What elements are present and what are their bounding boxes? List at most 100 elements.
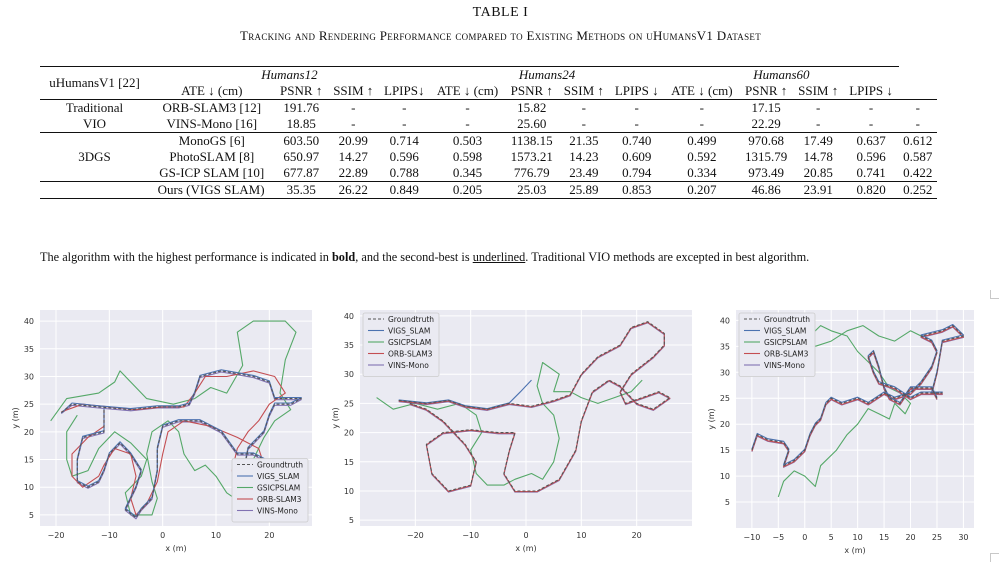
y-tick-label: 20 <box>344 429 354 438</box>
x-tick-label: 20 <box>632 531 642 540</box>
legend-label: VIGS_SLAM <box>257 472 299 481</box>
legend: Groundtruth VIGS_SLAM GSICPSLAM ORB-SLAM3 VI… <box>738 312 816 377</box>
value-cell: 23.49 <box>569 165 599 180</box>
value-cell: - <box>915 116 920 131</box>
plot-svg: −20 −10 0 10 20 5 10 15 20 25 30 35 40 x (m) y (m) Grou… <box>331 310 692 553</box>
x-axis-label: x (m) <box>165 544 186 553</box>
y-tick-label: 25 <box>720 394 730 403</box>
x-tick-label: 10 <box>576 531 586 540</box>
trajectory-gsicpslam <box>376 361 643 486</box>
crop-mark <box>990 553 999 562</box>
y-tick-label: 20 <box>24 428 34 437</box>
x-axis-label: x (m) <box>844 546 865 555</box>
y-tick-label: 40 <box>24 317 34 326</box>
value-cell: - <box>327 99 379 116</box>
x-tick-label: −5 <box>772 533 784 542</box>
value-cell: 14.78 <box>803 149 833 164</box>
y-tick-label: 5 <box>349 516 354 525</box>
value-cell: 17.49 <box>792 132 844 149</box>
category-label: Traditional <box>65 100 124 115</box>
footnote-text: The algorithm with the highest performan… <box>40 250 332 264</box>
value-cell: 0.252 <box>898 181 937 199</box>
value-cell: 0.499 <box>664 132 740 149</box>
y-tick-label: 10 <box>24 483 34 492</box>
method-cell: PhotoSLAM [8] <box>169 149 255 164</box>
trajectory-plot-humans60: −10 −5 0 5 10 15 20 25 30 5 10 15 20 25 30 35 40 x (m) y (… <box>702 300 982 562</box>
value-cell: 0.609 <box>622 149 652 164</box>
trajectory-groundtruth <box>751 325 964 467</box>
legend-label: VINS-Mono <box>257 507 298 516</box>
y-tick-label: 15 <box>24 456 34 465</box>
value-cell: - <box>378 99 430 116</box>
x-axis-label: x (m) <box>515 544 536 553</box>
legend-label: Groundtruth <box>764 315 810 324</box>
value-cell: - <box>609 99 665 116</box>
trajectory-group <box>376 321 671 493</box>
x-tick-label: −10 <box>743 533 760 542</box>
table-row: PhotoSLAM [8] 650.97 14.27 0.596 0.598 1573.2… <box>40 149 937 165</box>
x-tick-label: −10 <box>462 531 479 540</box>
y-tick-label: 30 <box>720 368 730 377</box>
value-cell: 0.714 <box>378 132 430 149</box>
value-cell: 650.97 <box>283 149 320 164</box>
legend-label: GSICPSLAM <box>388 338 431 347</box>
value-cell: 0.740 <box>609 132 665 149</box>
metric-header: SSIM ↑ <box>563 83 604 98</box>
metric-header: LPIPS ↓ <box>614 83 659 98</box>
value-cell: 191.76 <box>274 99 328 116</box>
metric-header: PSNR ↑ <box>280 83 323 98</box>
legend-label: VINS-Mono <box>388 361 429 370</box>
value-cell: - <box>898 99 937 116</box>
legend-box <box>362 312 440 377</box>
table-row: VINS-Mono [16] 18.85 - - - 25.60 - - - 22.29 - - - <box>40 116 937 133</box>
metric-header: LPIPS↓ <box>384 83 425 98</box>
metric-header: ATE ↓ (cm) <box>671 83 733 98</box>
value-cell: 0.334 <box>687 165 717 180</box>
value-cell: 15.82 <box>505 99 559 116</box>
x-tick-label: 10 <box>211 531 221 540</box>
trajectory-orb-slam3 <box>61 370 286 516</box>
legend-label: VIGS_SLAM <box>388 327 430 336</box>
value-cell: 23.91 <box>792 181 844 199</box>
value-cell: 973.49 <box>748 165 785 180</box>
value-cell: 26.22 <box>327 181 379 199</box>
group-header-humans24: Humans24 <box>429 66 665 83</box>
x-tick-label: 0 <box>523 531 528 540</box>
value-cell: - <box>465 116 470 131</box>
value-cell: 0.205 <box>429 181 506 199</box>
trajectory-gsicpslam <box>777 325 922 498</box>
value-cell: 22.29 <box>751 116 781 131</box>
table-caption: Tracking and Rendering Performance compa… <box>239 28 761 43</box>
value-cell: 17.15 <box>739 99 793 116</box>
plot-svg: −10 −5 0 5 10 15 20 25 30 5 10 15 20 25 30 35 40 x (m) y (… <box>707 310 974 555</box>
metric-header: ATE ↓ (cm) <box>181 83 243 98</box>
y-tick-label: 35 <box>720 342 730 351</box>
x-tick-label: −20 <box>407 531 424 540</box>
legend-label: ORB-SLAM3 <box>257 495 302 504</box>
value-cell: 21.35 <box>558 132 610 149</box>
table-body: Traditional VIO ORB-SLAM3 [12] 191.76- - -15.… <box>40 99 937 182</box>
value-cell: 14.23 <box>569 149 599 164</box>
x-tick-label: 0 <box>160 531 165 540</box>
table-corner-label: uHumansV1 [22] <box>40 66 150 100</box>
method-cell: Ours (VIGS SLAM) <box>40 181 275 199</box>
trajectory-groundtruth <box>398 321 671 492</box>
value-cell: - <box>558 99 610 116</box>
value-cell: 0.596 <box>389 149 419 164</box>
value-cell: 603.50 <box>274 132 328 149</box>
y-tick-label: 40 <box>720 316 730 325</box>
value-cell: 25.60 <box>517 116 547 131</box>
value-cell: 0.741 <box>856 165 886 180</box>
y-tick-label: 10 <box>720 472 730 481</box>
table-row: GS-ICP SLAM [10] 677.87 22.89 0.788 0.345 776… <box>40 165 937 182</box>
metric-header: ATE ↓ (cm) <box>436 83 499 98</box>
x-tick-label: 15 <box>879 533 889 542</box>
value-cell: 1573.21 <box>510 149 553 164</box>
group-header-humans12: Humans12 <box>149 66 430 83</box>
value-cell: 0.596 <box>856 149 886 164</box>
metric-header: LPIPS ↓ <box>849 83 893 98</box>
category-cell: Traditional VIO <box>40 99 150 133</box>
y-axis-label: y (m) <box>707 408 716 429</box>
x-tick-label: 5 <box>829 533 834 542</box>
y-tick-label: 5 <box>29 511 34 520</box>
